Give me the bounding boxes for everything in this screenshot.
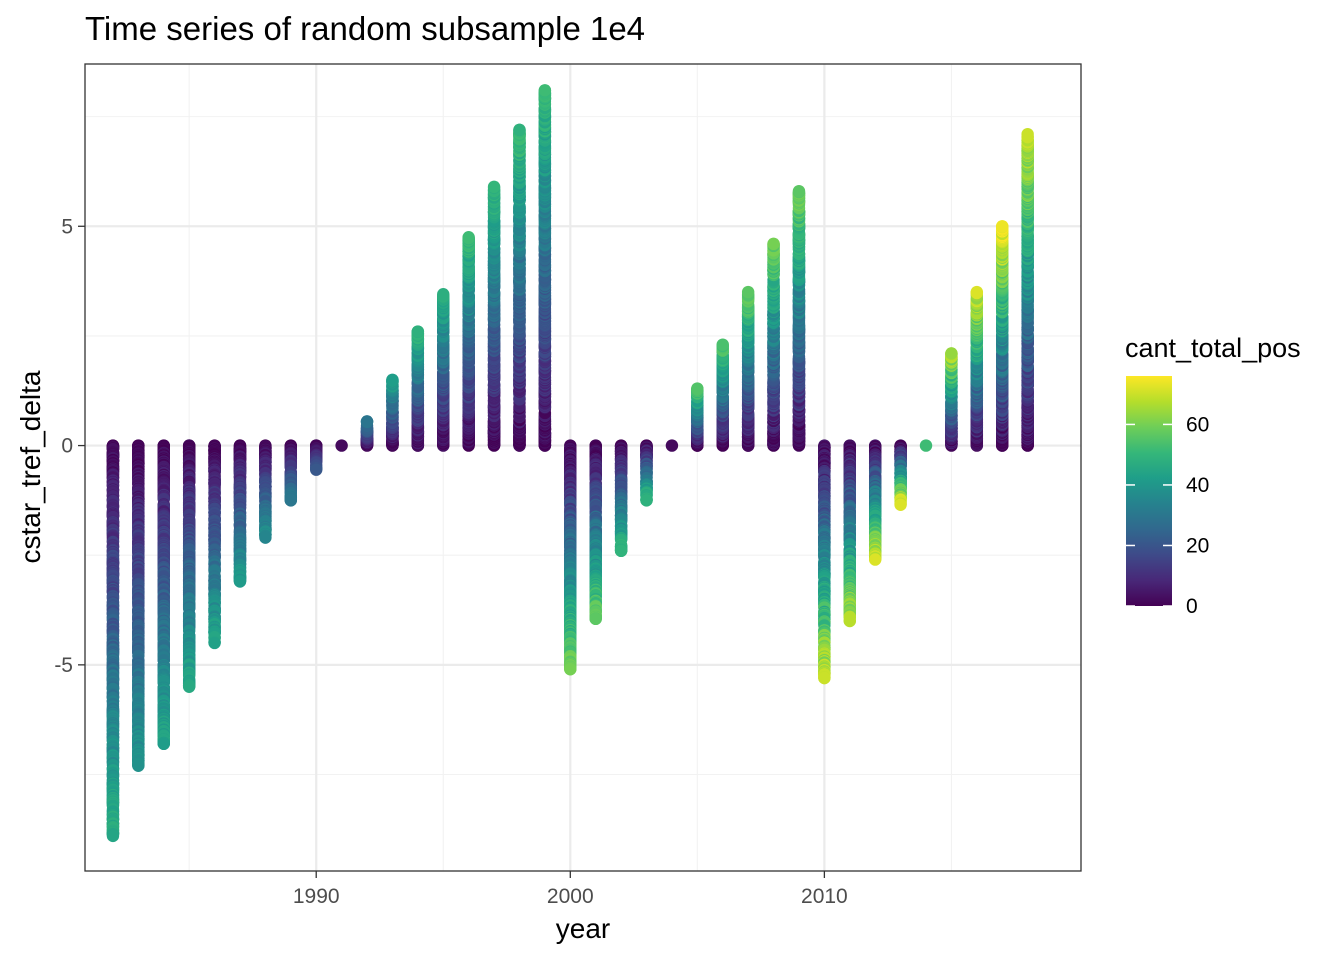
data-point — [284, 494, 298, 507]
year-column-1997 — [487, 180, 501, 452]
data-point — [462, 231, 475, 244]
year-column-1991 — [335, 439, 348, 452]
panel — [84, 63, 1082, 872]
data-point — [233, 575, 247, 588]
data-point — [360, 415, 374, 428]
data-point — [132, 759, 145, 772]
data-point — [208, 636, 221, 650]
year-column-1986 — [208, 439, 221, 650]
year-column-2000 — [564, 439, 577, 676]
data-point — [437, 288, 450, 301]
year-column-1985 — [182, 439, 196, 693]
data-point — [310, 463, 323, 476]
year-column-1992 — [360, 415, 374, 452]
year-column-1996 — [462, 231, 475, 452]
data-point — [411, 325, 425, 338]
year-column-1998 — [513, 123, 526, 452]
data-point — [182, 680, 196, 693]
year-column-1993 — [386, 373, 399, 452]
data-point — [106, 829, 120, 843]
year-column-1982 — [106, 439, 120, 843]
year-column-1990 — [310, 439, 323, 476]
year-column-1995 — [437, 288, 450, 452]
data-point — [513, 123, 526, 136]
year-column-1994 — [411, 325, 425, 452]
year-column-1999 — [538, 84, 552, 452]
data-point — [157, 737, 170, 751]
chart-title: Time series of random subsample 1e4 — [85, 10, 645, 47]
data-points — [106, 84, 1034, 843]
year-column-1983 — [132, 439, 145, 772]
year-column-2001 — [589, 439, 602, 626]
year-column-1987 — [233, 439, 247, 588]
data-point — [386, 373, 399, 386]
data-point — [538, 84, 552, 97]
year-column-1989 — [284, 439, 298, 507]
year-column-1988 — [259, 439, 272, 544]
data-point — [335, 439, 348, 452]
data-point — [564, 663, 577, 676]
data-point — [487, 180, 501, 194]
panel-background — [85, 64, 1081, 871]
data-point — [259, 531, 272, 544]
year-column-1984 — [157, 439, 170, 751]
